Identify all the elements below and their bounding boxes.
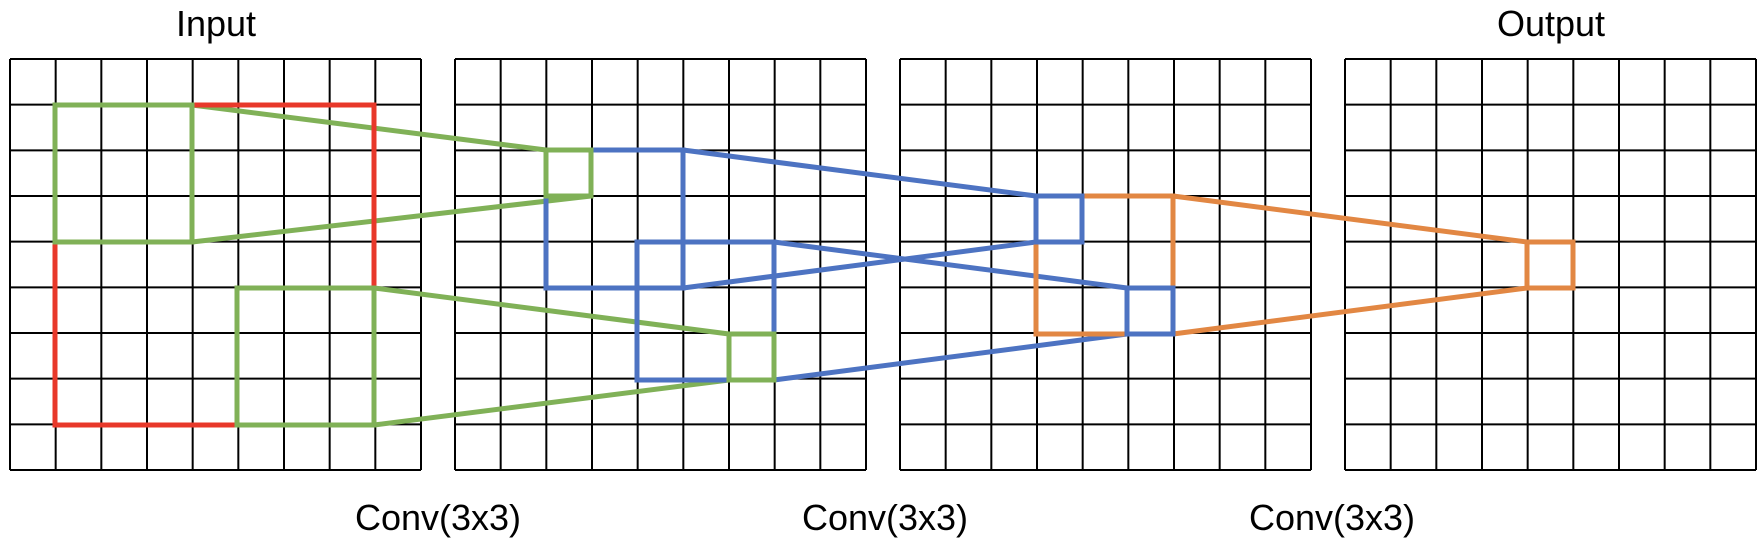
orange-connector-a: [1170, 193, 1530, 245]
conv-label-3: Conv(3x3): [1249, 497, 1415, 538]
grid-output: [1344, 58, 1757, 471]
green-connector-2a: [371, 285, 732, 337]
highlight-boxes: [52, 102, 1576, 428]
blue-cell-layer2-2: [1124, 285, 1176, 337]
green-connector-1a: [189, 102, 549, 153]
green-box-input-1: [52, 102, 195, 245]
blue-connector-1b: [680, 239, 1039, 291]
conv-label-1: Conv(3x3): [355, 497, 521, 538]
output-label: Output: [1497, 3, 1605, 44]
blue-box-layer1-2: [634, 239, 777, 383]
orange-box-layer2: [1033, 193, 1176, 337]
green-connector-1b: [189, 193, 594, 245]
grid-input: [9, 58, 422, 471]
grid-layer-2: [899, 58, 1312, 471]
green-connector-2b: [371, 377, 732, 428]
green-cell-layer1-2: [726, 331, 777, 383]
orange-cell-output: [1524, 239, 1576, 291]
orange-connector-b: [1170, 285, 1530, 337]
blue-cell-layer2-1: [1033, 193, 1085, 245]
conv-label-2: Conv(3x3): [802, 497, 968, 538]
blue-connector-2a: [771, 239, 1130, 291]
blue-connector-1a: [680, 147, 1039, 199]
input-label: Input: [176, 3, 256, 44]
green-cell-layer1-1: [543, 147, 594, 199]
blue-box-layer1-1: [543, 147, 686, 291]
green-box-input-2: [234, 285, 377, 428]
connectors: [189, 102, 1530, 428]
blue-connector-2b: [771, 331, 1130, 383]
red-receptive-field-box: [52, 102, 377, 428]
